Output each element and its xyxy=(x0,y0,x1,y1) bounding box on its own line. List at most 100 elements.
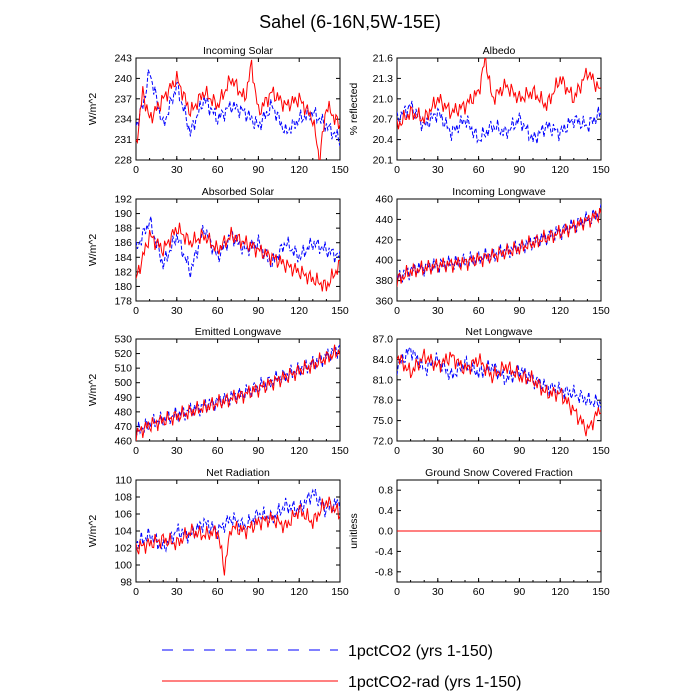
series-line-1pctco2 xyxy=(136,216,340,278)
chart-title: Net Radiation xyxy=(206,467,270,479)
y-tick-label: 440 xyxy=(375,214,393,226)
series-line-1pctco2 xyxy=(397,100,601,144)
y-axis-label: W/m^2 xyxy=(87,374,99,407)
y-tick-label: 20.4 xyxy=(373,134,394,146)
chart-panel: Incoming Longwave 0 30 60 90 120 150 360 380 400 4… xyxy=(375,186,609,317)
x-tick-label: 120 xyxy=(290,586,308,598)
legend-label: 1pctCO2 (yrs 1-150) xyxy=(348,643,493,660)
chart-panel: Albedo % reflected 0 30 60 90 120 150 20.1 20.4 20… xyxy=(348,45,610,176)
chart-title: Net Longwave xyxy=(465,326,532,338)
y-tick-label: 20.7 xyxy=(373,114,394,126)
y-tick-label: 240 xyxy=(114,73,132,85)
y-axis-label: unitless xyxy=(348,513,360,549)
x-tick-label: 90 xyxy=(514,164,526,176)
x-tick-label: 60 xyxy=(212,586,224,598)
plot-frame xyxy=(135,198,341,302)
y-tick-label: 231 xyxy=(114,134,132,146)
y-tick-label: 100 xyxy=(114,560,132,572)
y-tick-label: 243 xyxy=(114,53,132,65)
x-tick-label: 90 xyxy=(253,305,265,317)
series-line-1pctco2-rad xyxy=(136,344,340,441)
y-tick-label: 360 xyxy=(375,296,393,308)
panel-grid: Incoming Solar W/m^2 0 30 60 90 120 150 228 231 23… xyxy=(87,45,610,598)
x-tick-label: 120 xyxy=(290,164,308,176)
x-tick-label: 60 xyxy=(473,305,485,317)
y-tick-label: 237 xyxy=(114,93,132,105)
series-line-1pctco2-rad xyxy=(136,496,340,576)
plot-frame xyxy=(135,57,341,161)
y-tick-label: 510 xyxy=(114,363,132,375)
y-tick-label: 98 xyxy=(120,577,132,589)
chart-panel: Incoming Solar W/m^2 0 30 60 90 120 150 228 231 23… xyxy=(87,45,349,176)
y-tick-label: 84.0 xyxy=(373,354,394,366)
chart-panel: Ground Snow Covered Fraction unitless 0 30 6… xyxy=(348,467,610,598)
plot-frame xyxy=(135,338,341,442)
series-line-1pctco2 xyxy=(136,344,340,438)
x-tick-label: 60 xyxy=(473,164,485,176)
chart-title: Incoming Solar xyxy=(203,45,274,57)
y-axis-label: W/m^2 xyxy=(87,234,99,267)
y-tick-label: 480 xyxy=(114,406,132,418)
y-tick-label: 184 xyxy=(114,252,132,264)
chart-panel: Net Radiation W/m^2 0 30 60 90 120 150 98 100 102 1… xyxy=(87,467,349,598)
series-line-1pctco2-rad xyxy=(136,59,340,160)
legend-label: 1pctCO2-rad (yrs 1-150) xyxy=(348,674,521,691)
y-tick-label: 400 xyxy=(375,255,393,267)
y-tick-label: 380 xyxy=(375,275,393,287)
y-tick-label: 460 xyxy=(375,194,393,206)
x-tick-label: 30 xyxy=(432,586,444,598)
x-tick-label: 30 xyxy=(171,586,183,598)
x-tick-label: 90 xyxy=(253,586,265,598)
x-tick-label: 120 xyxy=(551,445,569,457)
x-tick-label: 150 xyxy=(331,164,349,176)
y-tick-label: 0.8 xyxy=(378,485,393,497)
y-tick-label: 530 xyxy=(114,334,132,346)
y-tick-label: 106 xyxy=(114,509,132,521)
figure-title: Sahel (6-16N,5W-15E) xyxy=(259,12,441,32)
x-tick-label: 90 xyxy=(253,164,265,176)
y-tick-label: 104 xyxy=(114,526,132,538)
y-tick-label: 81.0 xyxy=(373,374,394,386)
x-tick-label: 30 xyxy=(171,305,183,317)
y-tick-label: 110 xyxy=(115,475,132,487)
y-tick-label: 520 xyxy=(114,348,132,360)
x-tick-label: 60 xyxy=(212,305,224,317)
x-tick-label: 0 xyxy=(394,305,400,317)
chart-title: Absorbed Solar xyxy=(202,186,275,198)
y-tick-label: 188 xyxy=(114,223,132,235)
x-tick-label: 120 xyxy=(551,586,569,598)
x-tick-label: 0 xyxy=(133,164,139,176)
x-tick-label: 150 xyxy=(331,586,349,598)
y-tick-label: 78.0 xyxy=(373,395,394,407)
series-line-1pctco2-rad xyxy=(397,58,601,130)
x-tick-label: 150 xyxy=(592,164,610,176)
x-tick-label: 30 xyxy=(432,164,444,176)
chart-title: Albedo xyxy=(483,45,516,57)
x-tick-label: 90 xyxy=(514,305,526,317)
y-tick-label: 178 xyxy=(114,296,132,308)
y-tick-label: 72.0 xyxy=(373,436,394,448)
y-tick-label: 20.1 xyxy=(373,155,394,167)
chart-title: Incoming Longwave xyxy=(452,186,546,198)
x-tick-label: 150 xyxy=(331,445,349,457)
y-tick-label: 470 xyxy=(114,421,132,433)
legend: 1pctCO2 (yrs 1-150) 1pctCO2-rad (yrs 1-15… xyxy=(162,643,521,691)
x-tick-label: 90 xyxy=(514,445,526,457)
x-tick-label: 0 xyxy=(394,445,400,457)
plot-frame xyxy=(396,338,602,442)
y-tick-label: 0.0 xyxy=(378,526,393,538)
legend-entry: 1pctCO2-rad (yrs 1-150) xyxy=(162,674,521,691)
x-tick-label: 150 xyxy=(592,445,610,457)
x-tick-label: 0 xyxy=(394,164,400,176)
chart-title: Emitted Longwave xyxy=(195,326,282,338)
y-tick-label: 490 xyxy=(114,392,132,404)
y-tick-label: 234 xyxy=(114,114,132,126)
x-tick-label: 150 xyxy=(592,305,610,317)
y-tick-label: 21.6 xyxy=(373,53,394,65)
x-tick-label: 60 xyxy=(212,445,224,457)
x-tick-label: 30 xyxy=(432,445,444,457)
x-tick-label: 60 xyxy=(212,164,224,176)
plot-frame xyxy=(396,57,602,161)
y-tick-label: -0.4 xyxy=(375,546,393,558)
series-line-1pctco2 xyxy=(397,346,601,409)
